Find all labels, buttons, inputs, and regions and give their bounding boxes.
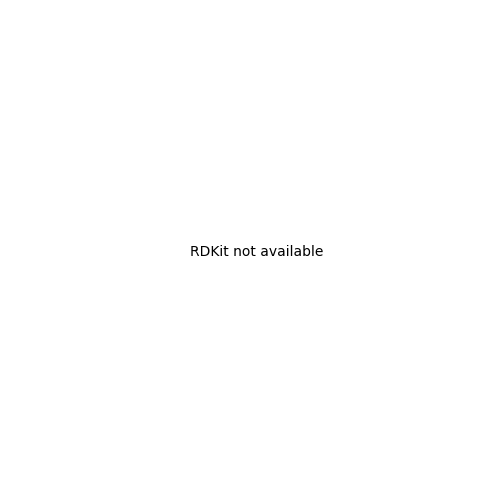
- Text: RDKit not available: RDKit not available: [190, 246, 323, 260]
